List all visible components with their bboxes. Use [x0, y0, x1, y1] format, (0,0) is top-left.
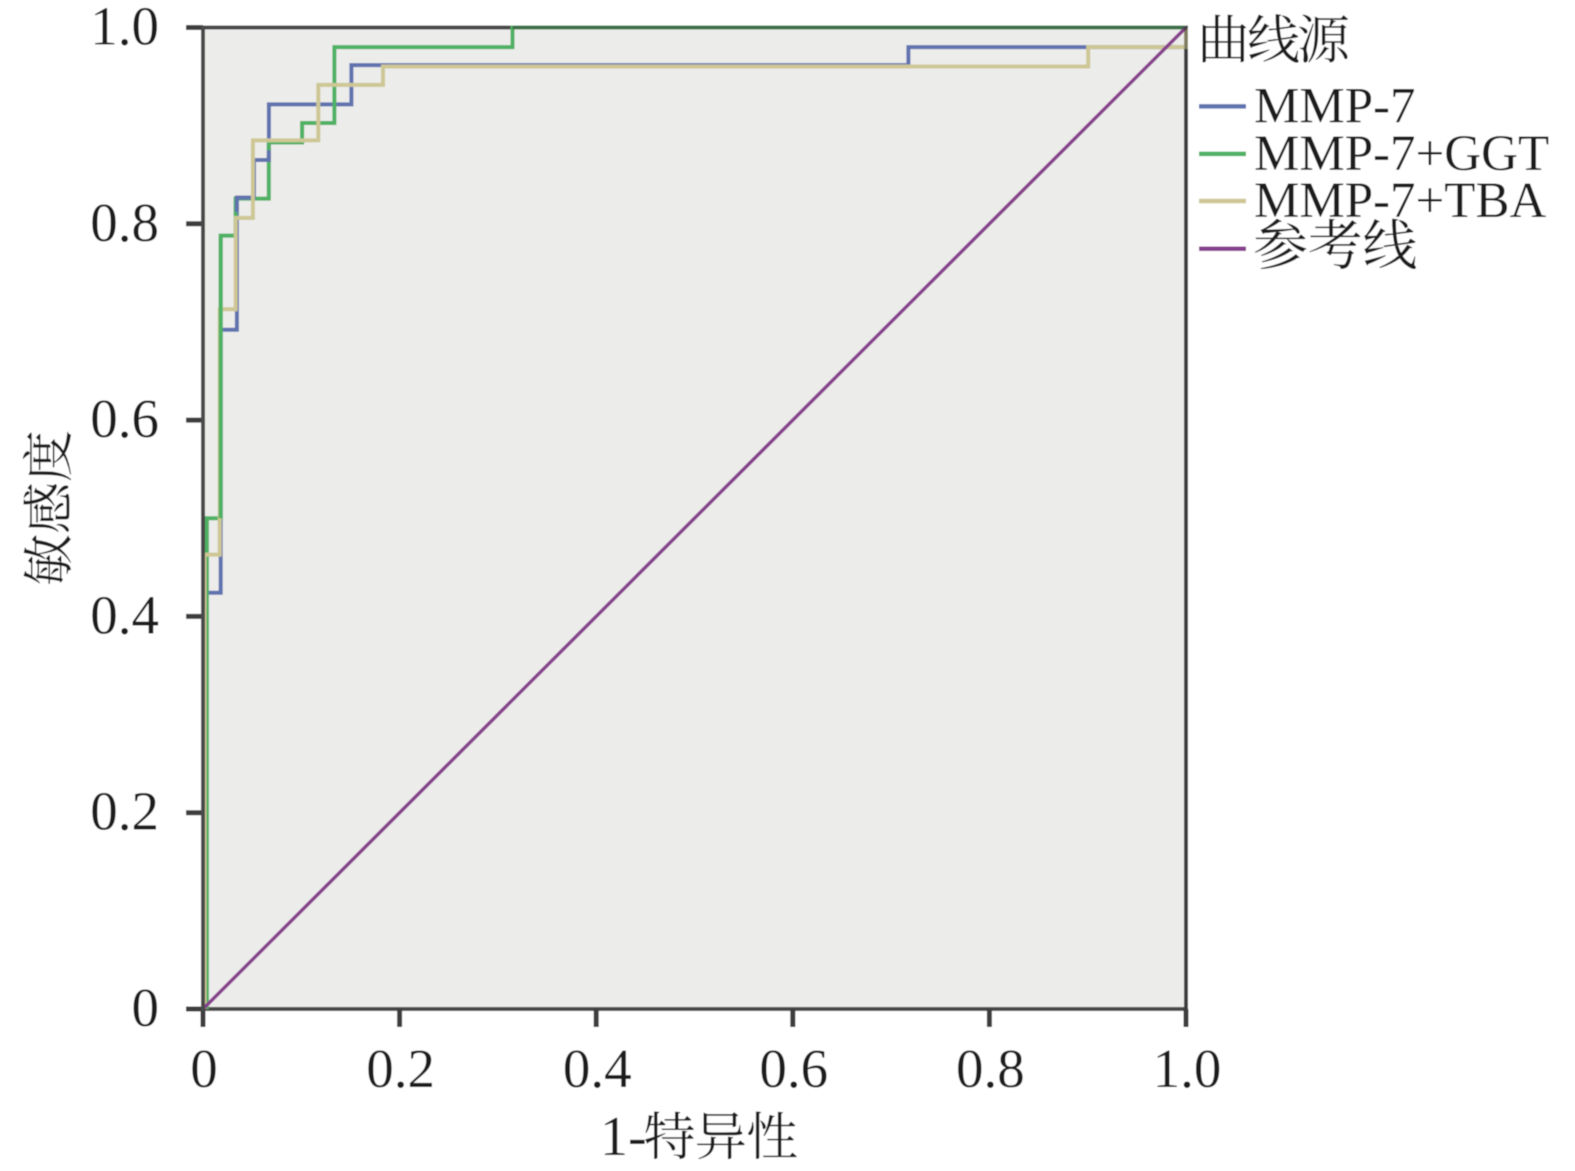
svg-text:0: 0 [132, 977, 160, 1038]
svg-text:1.0: 1.0 [90, 0, 159, 57]
svg-text:MMP-7: MMP-7 [1254, 78, 1416, 134]
svg-text:0.8: 0.8 [90, 192, 159, 253]
svg-text:0.8: 0.8 [956, 1038, 1025, 1099]
svg-text:0.2: 0.2 [90, 781, 159, 842]
svg-text:0: 0 [190, 1038, 218, 1099]
svg-text:MMP-7+GGT: MMP-7+GGT [1254, 126, 1549, 182]
svg-text:0.6: 0.6 [759, 1038, 828, 1099]
svg-text:1.0: 1.0 [1153, 1038, 1222, 1099]
svg-text:0.2: 0.2 [366, 1038, 435, 1099]
svg-text:0.4: 0.4 [563, 1038, 632, 1099]
svg-text:MMP-7+TBA: MMP-7+TBA [1254, 173, 1546, 229]
svg-text:0.4: 0.4 [90, 584, 159, 645]
svg-text:1-: 1- [600, 1106, 647, 1168]
svg-text:0.6: 0.6 [90, 388, 159, 449]
